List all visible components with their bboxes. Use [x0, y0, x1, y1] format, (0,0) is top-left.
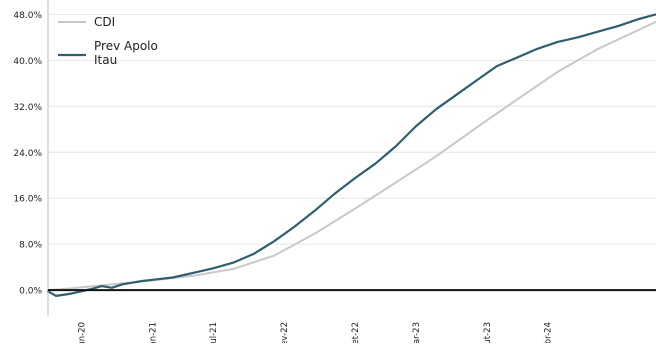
x-tick-label: fev-22 [280, 322, 290, 343]
series-line-prev-apolo-itau [46, 13, 656, 297]
y-tick-label: 40.0% [13, 57, 42, 67]
x-tick-label: abr-24 [544, 322, 554, 343]
y-tick-label: 16.0% [13, 195, 42, 205]
x-tick-label: jun-20 [77, 322, 87, 343]
legend-label-prev-apolo: Prev Apolo [94, 39, 158, 53]
legend-label-itau: Itau [94, 53, 117, 67]
axes: 0.0% 8.0% 16.0% 24.0% 32.0% 40.0% 48.0% jun-20 j… [13, 0, 656, 347]
y-tick-label: 48.0% [13, 11, 42, 21]
x-tick-label: jul-21 [209, 322, 219, 343]
series-lines [46, 13, 656, 297]
x-tick-label: set-22 [351, 322, 361, 343]
x-tick-label: jan-21 [148, 322, 158, 343]
x-tick-label: mar-23 [412, 322, 422, 343]
x-tick-label: out-23 [483, 322, 493, 343]
legend-label-cdi: CDI [94, 15, 115, 29]
y-tick-label: 32.0% [13, 103, 42, 113]
y-tick-label: 0.0% [19, 287, 42, 297]
series-line-cdi [47, 20, 656, 292]
y-tick-label: 8.0% [19, 241, 42, 251]
gridlines [48, 13, 656, 245]
y-tick-label: 24.0% [13, 149, 42, 159]
